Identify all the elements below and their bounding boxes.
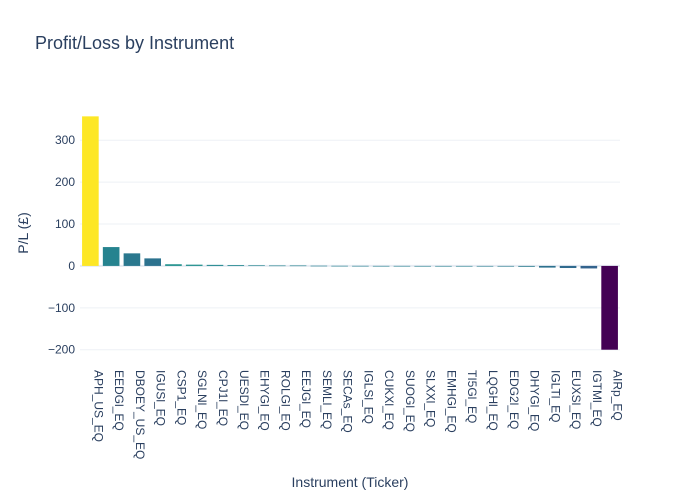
gridlines <box>80 139 620 351</box>
x-tick-label: SECAs_EQ <box>341 370 355 433</box>
x-tick-label: EMHGl_EQ <box>444 370 458 433</box>
bar[interactable] <box>289 265 307 267</box>
bar[interactable] <box>455 265 473 267</box>
bar[interactable] <box>248 265 265 266</box>
y-tick-labels: −200 −100 0 100 200 300 <box>48 133 75 356</box>
bar[interactable] <box>331 265 348 267</box>
bar[interactable] <box>497 265 515 267</box>
bars <box>82 116 618 350</box>
x-tick-label: ROLGl_EQ <box>278 370 292 431</box>
bar[interactable] <box>82 116 99 266</box>
y-tick-label: 300 <box>55 133 75 147</box>
x-tick-label: EDG2l_EQ <box>507 370 521 429</box>
x-tick-label: IGLTl_EQ <box>548 370 562 422</box>
bar[interactable] <box>435 265 452 267</box>
x-tick-label: IGTMl_EQ <box>590 370 604 427</box>
bar[interactable] <box>165 264 182 266</box>
x-tick-label: CUKXl_EQ <box>382 370 396 430</box>
x-tick-label: CSP1_EQ <box>174 370 188 425</box>
y-tick-label: 0 <box>68 259 75 273</box>
bar[interactable] <box>372 265 390 267</box>
bar[interactable] <box>580 265 598 269</box>
bar[interactable] <box>352 265 369 267</box>
x-tick-label: EEDGl_EQ <box>112 370 126 431</box>
x-tick-label: EHYGl_EQ <box>258 370 272 431</box>
bar[interactable] <box>206 264 224 266</box>
x-tick-label: DHYGl_EQ <box>528 370 542 431</box>
bar[interactable] <box>310 265 328 267</box>
x-axis-title: Instrument (Ticker) <box>292 474 409 490</box>
bar[interactable] <box>518 265 535 267</box>
bar[interactable] <box>559 265 577 269</box>
bar[interactable] <box>144 258 161 266</box>
bar[interactable] <box>393 265 411 267</box>
bar[interactable] <box>123 253 141 266</box>
x-tick-label: SGLNl_EQ <box>195 370 209 429</box>
x-tick-label: IGUSl_EQ <box>154 370 168 426</box>
bar[interactable] <box>476 265 494 267</box>
x-tick-label: SEMLl_EQ <box>320 370 334 429</box>
bar[interactable] <box>539 265 556 268</box>
chart-title: Profit/Loss by Instrument <box>35 33 235 53</box>
x-tick-label: DBOEY_US_EQ <box>133 370 147 459</box>
bar[interactable] <box>227 265 245 266</box>
x-tick-label: EEJGl_EQ <box>299 370 313 428</box>
x-tick-labels: APH_US_EQ EEDGl_EQ DBOEY_US_EQ IGUSl_EQ CSP1… <box>91 370 624 459</box>
bar[interactable] <box>601 265 618 350</box>
x-tick-label: LQGHl_EQ <box>486 370 500 431</box>
y-tick-label: 200 <box>55 175 75 189</box>
x-tick-label: AIRp_EQ <box>611 370 625 421</box>
bar[interactable] <box>414 265 431 267</box>
bar[interactable] <box>102 247 120 266</box>
y-tick-label: 100 <box>55 217 75 231</box>
y-tick-label: −100 <box>48 301 75 315</box>
x-tick-label: UESDl_EQ <box>237 370 251 430</box>
y-tick-label: −200 <box>48 343 75 357</box>
x-tick-label: EUXSl_EQ <box>569 370 583 429</box>
x-tick-label: IGLSl_EQ <box>361 370 375 424</box>
bar[interactable] <box>269 265 286 267</box>
y-axis-title: P/L (£) <box>15 212 31 254</box>
x-tick-label: SLXXl_EQ <box>424 370 438 427</box>
x-tick-label: CPJ1l_EQ <box>216 370 230 426</box>
x-tick-label: APH_US_EQ <box>91 370 105 442</box>
bar[interactable] <box>185 264 203 266</box>
x-tick-label: SUOGl_EQ <box>403 370 417 432</box>
x-tick-label: TI5Gl_EQ <box>465 370 479 423</box>
